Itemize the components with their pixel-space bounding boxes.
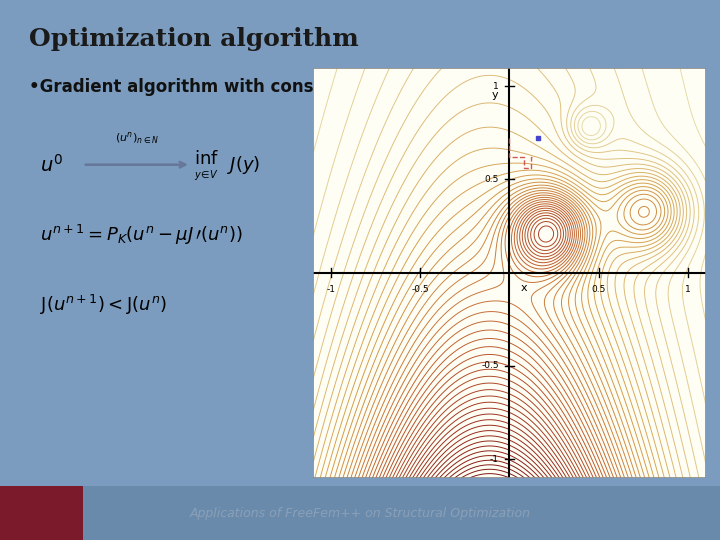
Text: 0.5: 0.5	[591, 285, 606, 294]
Text: 1: 1	[493, 82, 499, 91]
Text: $y\!\in\! V$: $y\!\in\! V$	[194, 168, 219, 183]
Text: $\mathrm{J}(u^{n+1}) < \mathrm{J}(u^n)$: $\mathrm{J}(u^{n+1}) < \mathrm{J}(u^n)$	[40, 293, 166, 317]
Bar	[0, 486, 720, 540]
Text: 1: 1	[685, 285, 690, 294]
Text: -1: -1	[490, 455, 499, 464]
Text: $u^0$: $u^0$	[40, 154, 63, 176]
Bar	[0, 486, 83, 540]
Text: $(u^n)_{n\in N}$: $(u^n)_{n\in N}$	[115, 130, 159, 146]
Text: Applications of FreeFem++ on Structural Optimization: Applications of FreeFem++ on Structural …	[189, 507, 531, 519]
Text: -1: -1	[327, 285, 336, 294]
Text: $\inf$: $\inf$	[194, 150, 220, 168]
Text: -0.5: -0.5	[411, 285, 429, 294]
Text: 0.5: 0.5	[485, 175, 499, 184]
Text: $J(y)$: $J(y)$	[227, 154, 260, 176]
Text: x: x	[521, 282, 527, 293]
Text: •Gradient algorithm with constant step and projection: •Gradient algorithm with constant step a…	[29, 78, 541, 96]
Text: y: y	[492, 91, 498, 100]
Text: Optimization algorithm: Optimization algorithm	[29, 27, 359, 51]
Text: $u^{n+1} = P_K(u^n - \mu J\,\prime(u^n))$: $u^{n+1} = P_K(u^n - \mu J\,\prime(u^n))…	[40, 223, 242, 247]
Text: -0.5: -0.5	[481, 361, 499, 370]
